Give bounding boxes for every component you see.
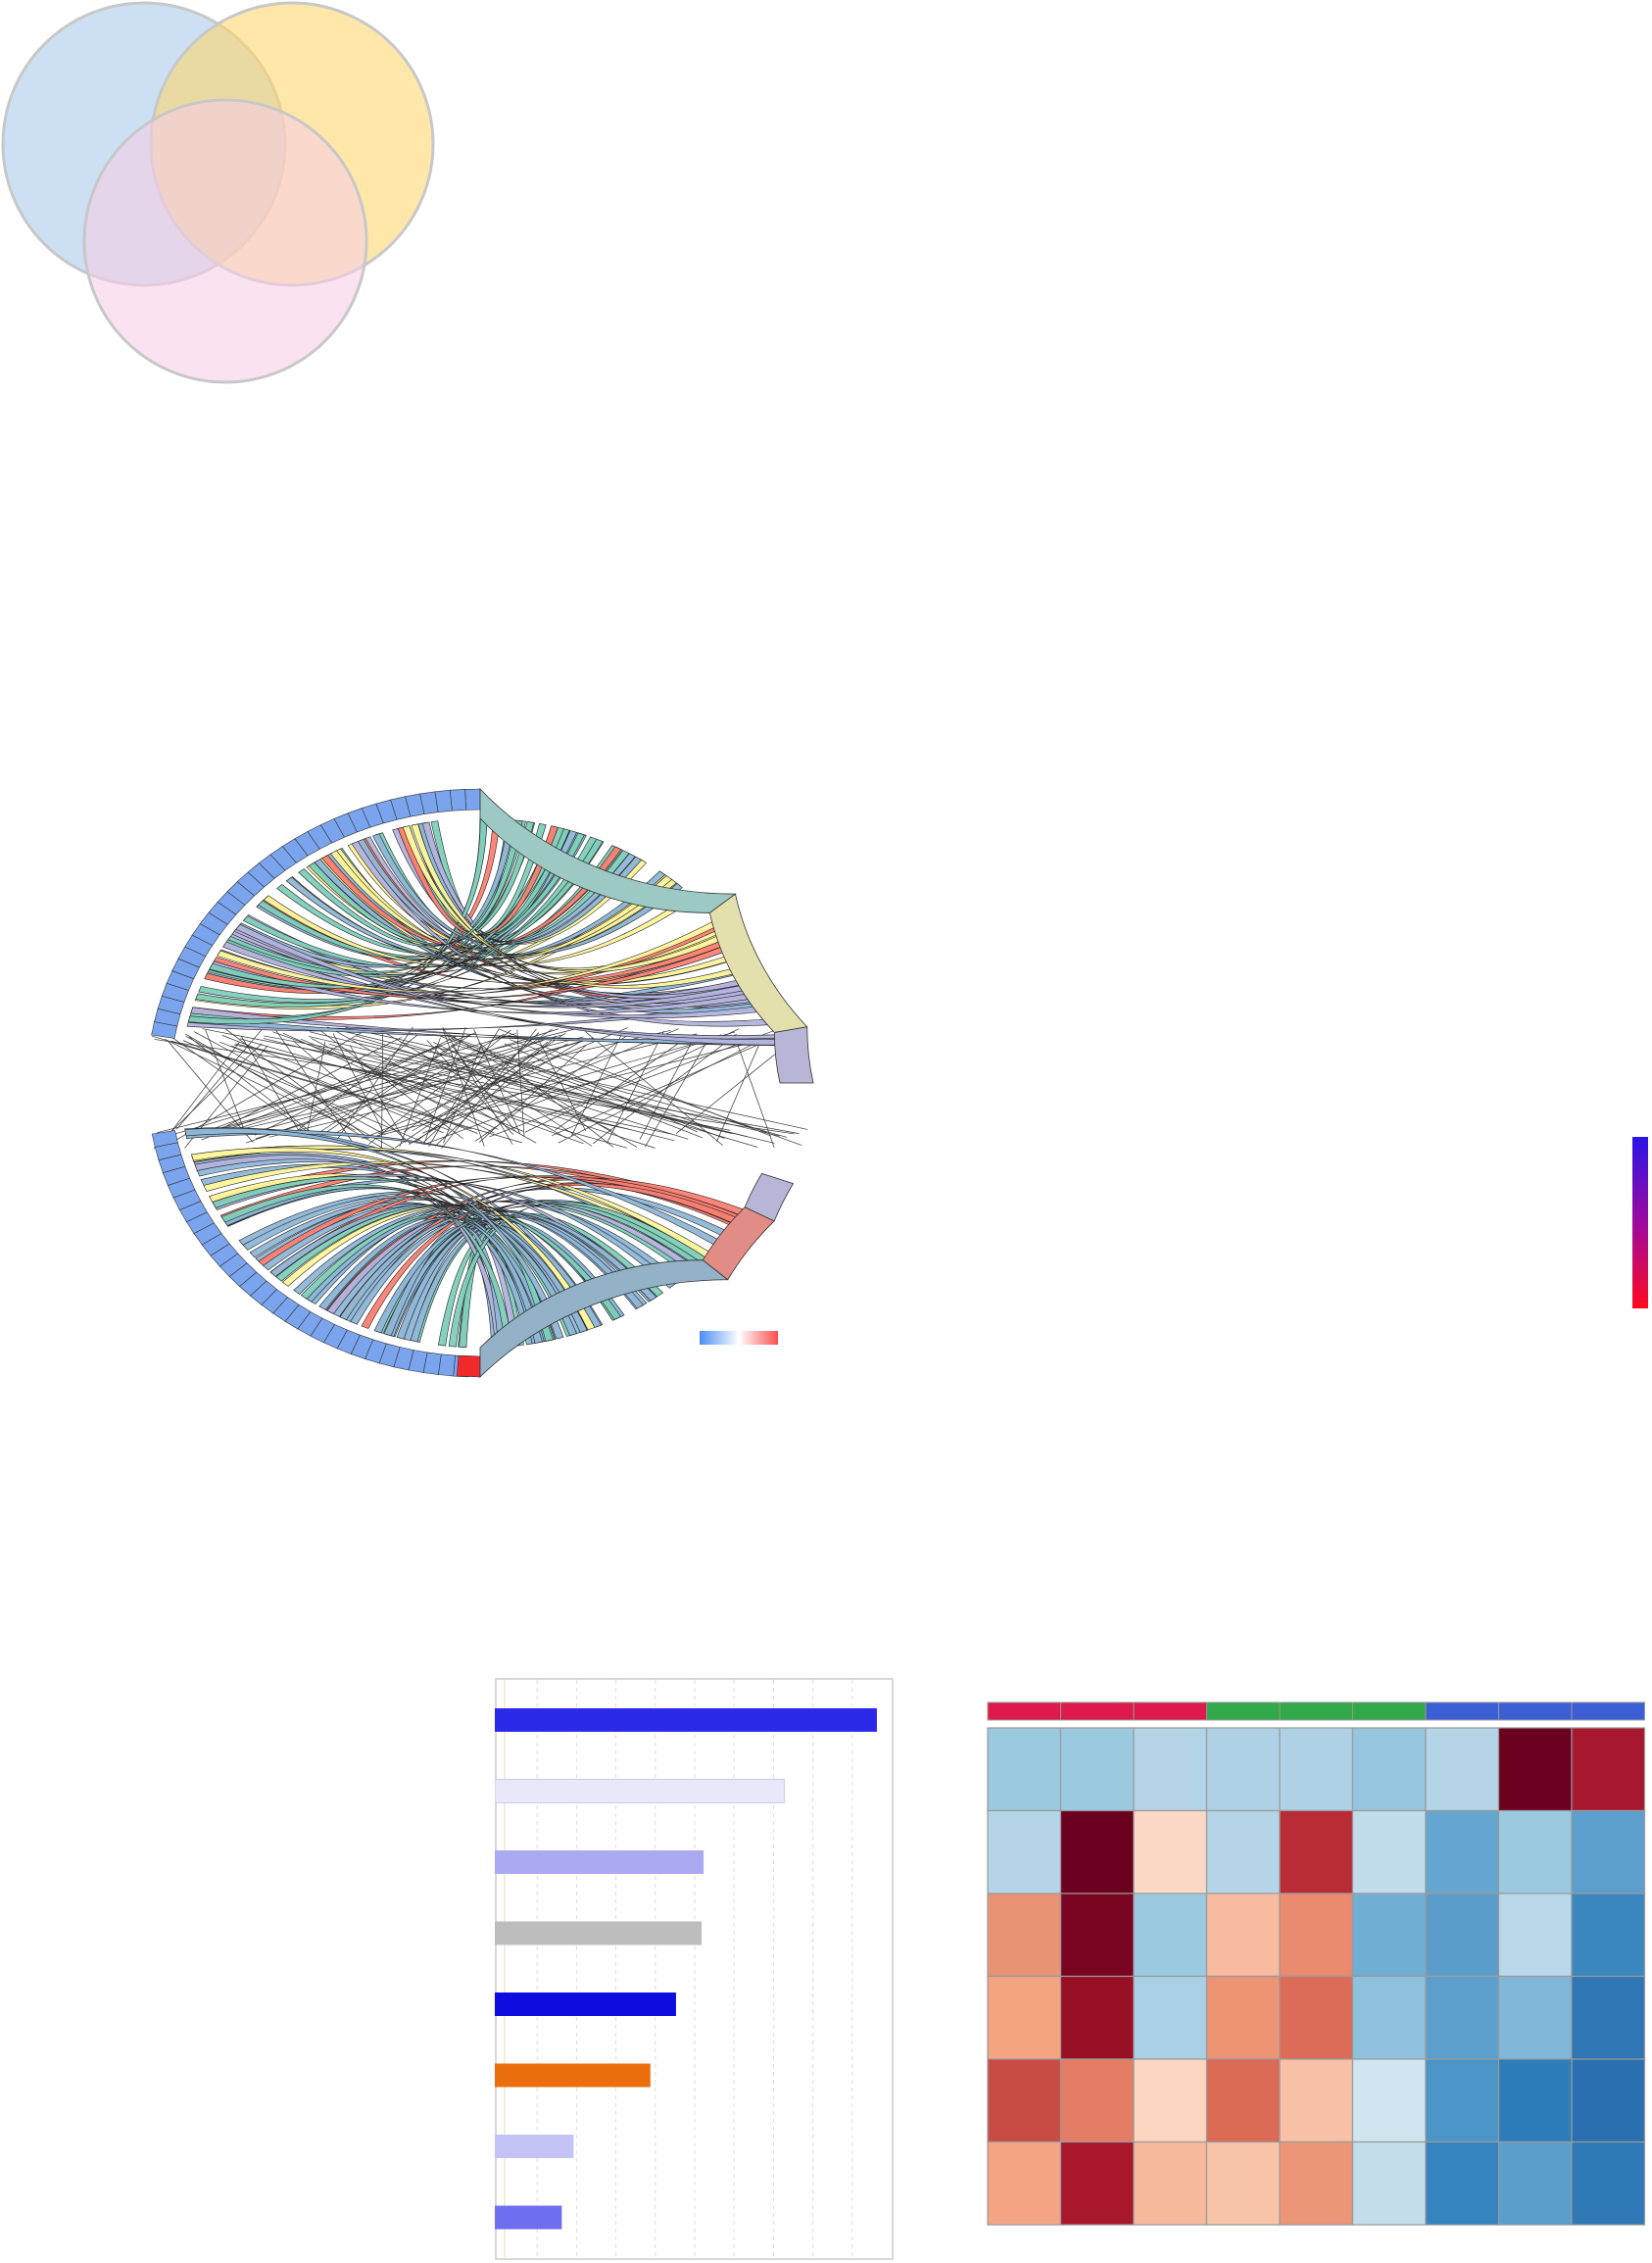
heatmap-group-cell	[1353, 1702, 1427, 1720]
heatmap-cell	[1061, 1977, 1135, 2060]
heatmap-group-cell	[1061, 1702, 1135, 1720]
heatmap-cell	[1280, 1728, 1353, 1811]
heatmap-cell	[1207, 2059, 1281, 2142]
heatmap-cell	[1207, 1811, 1281, 1894]
bar	[495, 2206, 561, 2230]
heatmap-group-cell	[1134, 1702, 1207, 1720]
chord-legend-gradient	[700, 1331, 778, 1345]
bar	[495, 1850, 704, 1874]
chord-ring-segment	[465, 789, 480, 810]
heatmap-svg	[986, 1700, 1647, 2235]
side-colorbar	[1632, 1137, 1650, 1308]
heatmap-cell	[1061, 1811, 1135, 1894]
heatmap-group-cell	[1426, 1702, 1499, 1720]
bar	[495, 2135, 573, 2158]
heatmap-cell	[1499, 2142, 1573, 2226]
heatmap-cell	[1353, 1894, 1427, 1977]
heatmap-cell	[988, 2059, 1061, 2142]
heatmap-cell	[1207, 2142, 1281, 2226]
heatmap-cell	[1061, 2142, 1135, 2226]
heatmap-cell	[1572, 1977, 1645, 2060]
heatmap-cell	[1207, 1977, 1281, 2060]
heatmap-cell	[1280, 2142, 1353, 2226]
heatmap-cell	[1499, 1811, 1573, 1894]
venn-circle-C	[84, 100, 366, 382]
side-colorbar-svg	[1632, 1137, 1650, 1308]
chord-ring-segment	[450, 789, 465, 811]
heatmap-cell	[1426, 2142, 1499, 2226]
bar-chart	[495, 1678, 899, 2261]
heatmap-cell	[1426, 1977, 1499, 2060]
heatmap-cell	[1426, 2059, 1499, 2142]
chord-diagram	[137, 755, 823, 1382]
heatmap-cell	[1134, 1977, 1207, 2060]
bar	[495, 2064, 651, 2088]
heatmap-cell	[1280, 1811, 1353, 1894]
heatmap-cell	[1353, 1811, 1427, 1894]
heatmap-group-cell	[1499, 1702, 1573, 1720]
heatmap-cell	[1353, 1977, 1427, 2060]
bar	[495, 1922, 702, 1945]
heatmap-group-cell	[1572, 1702, 1645, 1720]
heatmap-cell	[1280, 1894, 1353, 1977]
heatmap-cell	[1572, 1811, 1645, 1894]
heatmap-cell	[1207, 1728, 1281, 1811]
bar-chart-svg	[495, 1678, 899, 2261]
heatmap-cell	[1280, 2059, 1353, 2142]
heatmap-cell	[1426, 1894, 1499, 1977]
chord-ring-segment	[457, 1355, 480, 1377]
heatmap-cell	[1061, 1894, 1135, 1977]
heatmap-cell	[1280, 1977, 1353, 2060]
bar	[495, 1992, 676, 2016]
bar	[495, 1708, 877, 1732]
chord-svg	[137, 755, 823, 1382]
bar-chart-frame	[496, 1679, 893, 2259]
heatmap-cell	[1061, 2059, 1135, 2142]
heatmap-cell	[1134, 2059, 1207, 2142]
heatmap-cell	[1426, 1728, 1499, 1811]
heatmap-cell	[1353, 2059, 1427, 2142]
heatmap-cell	[1499, 1977, 1573, 2060]
heatmap-cell	[1353, 2142, 1427, 2226]
heatmap	[986, 1700, 1647, 2235]
heatmap-group-cell	[1207, 1702, 1281, 1720]
chord-ring-segment	[438, 1354, 455, 1376]
side-colorbar-gradient	[1632, 1137, 1648, 1308]
heatmap-cell	[988, 1977, 1061, 2060]
chord-sector	[774, 1027, 813, 1083]
heatmap-group-cell	[1280, 1702, 1353, 1720]
heatmap-cell	[988, 1811, 1061, 1894]
heatmap-cell	[1207, 1894, 1281, 1977]
heatmap-cell	[1353, 1728, 1427, 1811]
heatmap-cell	[1499, 1728, 1573, 1811]
heatmap-group-cell	[988, 1702, 1061, 1720]
bar	[495, 1780, 784, 1803]
heatmap-cell	[988, 1728, 1061, 1811]
heatmap-cell	[1134, 2142, 1207, 2226]
venn-diagram	[0, 0, 441, 392]
heatmap-cell	[1499, 2059, 1573, 2142]
heatmap-cell	[1134, 1894, 1207, 1977]
heatmap-cell	[1134, 1811, 1207, 1894]
heatmap-cell	[1572, 1728, 1645, 1811]
heatmap-cell	[1061, 1728, 1135, 1811]
heatmap-cell	[1572, 1894, 1645, 1977]
heatmap-cell	[1572, 2142, 1645, 2226]
venn-svg	[0, 0, 441, 392]
heatmap-cell	[1426, 1811, 1499, 1894]
heatmap-cell	[1499, 1894, 1573, 1977]
heatmap-cell	[1572, 2059, 1645, 2142]
heatmap-cell	[988, 1894, 1061, 1977]
heatmap-cell	[1134, 1728, 1207, 1811]
heatmap-cell	[988, 2142, 1061, 2226]
